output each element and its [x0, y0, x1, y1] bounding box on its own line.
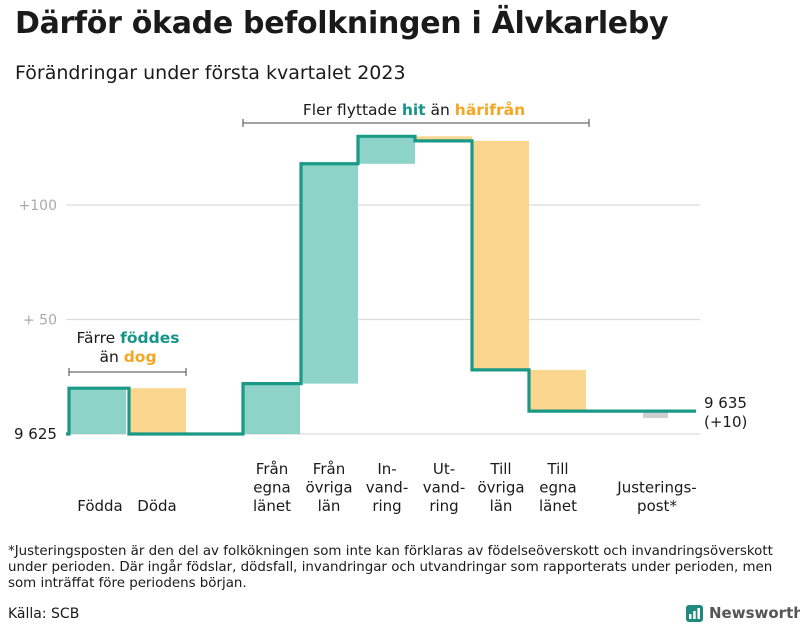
end-value-label: 9 635 — [704, 394, 747, 412]
x-category-label: län — [490, 497, 513, 515]
annotation-segment: än — [99, 348, 123, 366]
x-category-label: Till — [546, 460, 568, 478]
annotation-segment: Fler flyttade — [303, 101, 402, 119]
bar-increase — [243, 383, 300, 434]
x-category-label: Från — [313, 460, 345, 478]
cumulative-step-line — [66, 134, 696, 436]
bar-increase — [301, 163, 358, 384]
bar-increase — [69, 388, 126, 434]
x-category-label: egna — [539, 479, 576, 497]
y-tick-label: +100 — [19, 198, 57, 214]
annotation-segment: än — [426, 101, 455, 119]
x-category-label: Döda — [137, 497, 176, 515]
annotation-segment: hit — [402, 101, 426, 119]
bar-decrease — [415, 136, 472, 141]
start-value-label: 9 625 — [14, 425, 57, 443]
migration-annotation: Fler flyttade hit än härifrån — [303, 100, 525, 119]
x-category-label: Från — [256, 460, 288, 478]
bar-increase — [358, 136, 415, 164]
bar-decrease — [129, 388, 186, 434]
logo-text: Newsworthy — [709, 604, 800, 622]
annotation-segment: Färre — [77, 329, 121, 347]
source-label: Källa: SCB — [8, 606, 80, 622]
x-category-label: post* — [637, 497, 677, 515]
x-category-label: ring — [372, 497, 401, 515]
x-category-label: Till — [489, 460, 511, 478]
x-category-label: övriga — [477, 479, 524, 497]
x-category-label: övriga — [305, 479, 352, 497]
bar-adjust — [643, 410, 668, 419]
y-tick-label: + 50 — [23, 313, 57, 329]
x-category-label: län — [318, 497, 341, 515]
bar-decrease — [529, 369, 586, 412]
x-category-label: vand- — [366, 479, 409, 497]
x-category-label: egna — [253, 479, 290, 497]
x-category-label: vand- — [423, 479, 466, 497]
chart-title: Därför ökade befolkningen i Älvkarleby — [15, 6, 669, 41]
x-category-label: länet — [539, 497, 577, 515]
bar-decrease — [472, 140, 529, 370]
end-change-label: (+10) — [704, 413, 747, 431]
births-annotation: Färre föddes — [77, 329, 180, 347]
x-category-label: Födda — [77, 497, 123, 515]
x-category-label: In- — [377, 460, 396, 478]
births-annotation: än dog — [99, 348, 156, 366]
chart-subtitle: Förändringar under första kvartalet 2023 — [15, 62, 406, 84]
newsworthy-icon — [686, 604, 703, 622]
x-category-label: Justerings- — [616, 479, 696, 497]
annotation-segment: föddes — [120, 329, 179, 347]
footnote: *Justeringsposten är den del av folkökni… — [8, 544, 773, 591]
newsworthy-logo: Newsworthy — [686, 603, 800, 623]
annotation-segment: härifrån — [455, 100, 525, 119]
x-category-label: ring — [429, 497, 458, 515]
x-category-label: Ut- — [433, 460, 455, 478]
annotation-segment: dog — [124, 348, 157, 366]
x-category-label: länet — [253, 497, 291, 515]
